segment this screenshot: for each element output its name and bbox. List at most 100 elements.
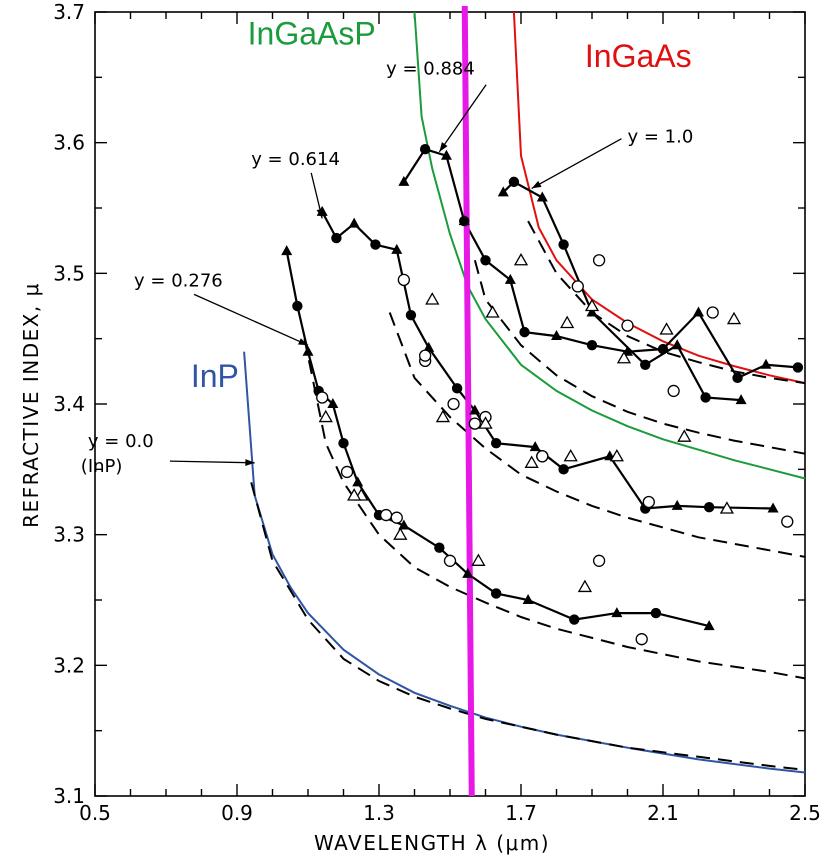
colored-label-ingaasp: InGaAsP [248,16,376,52]
data-point-filled-triangle [760,358,772,369]
data-point-filled-triangle [703,620,715,631]
data-point-open-circle [379,508,393,522]
data-point-open-triangle [393,527,408,540]
annotation-layer: y = 0.884 y = 1.0 y = 0.614 y = 0.276 y = 0.… [81,59,694,477]
annotation-arrow [193,293,309,346]
y-axis-ticks: 3.1 3.2 3.3 3.4 3.5 3.6 3.7 [53,0,805,808]
data-point-open-triangle [609,448,624,462]
data-line-y-1-0-data [502,180,742,402]
data-point-open-circle [781,515,794,528]
data-point-open-circle [621,319,634,332]
annotation-label: y = 0.0 [88,431,154,452]
data-point-open-triangle [726,311,742,325]
vertical-marker-line [461,5,475,797]
data-point-filled-circle [490,438,502,449]
x-tick-label: 0.5 [79,801,111,825]
annotation-arrow [531,138,622,189]
annotation-label: y = 0.614 [251,149,340,170]
y-tick-label: 3.7 [53,0,85,24]
curve-dashed-y-1-0 [527,220,806,385]
data-point-filled-triangle [327,398,339,408]
data-point-filled-circle [370,239,381,250]
annotation-arrowhead [439,142,448,152]
data-point-open-circle [635,633,648,646]
data-point-filled-circle [657,343,669,355]
x-axis-ticks: 0.5 0.9 1.3 1.7 2.1 2.5 [79,12,821,825]
annotation-label: y = 1.0 [628,127,694,148]
data-point-filled-circle [480,255,491,266]
data-point-filled-circle [650,607,662,619]
data-point-open-triangle [659,322,674,335]
data-point-filled-triangle [352,476,364,487]
data-point-open-circle [592,254,606,267]
data-point-open-triangle [513,252,529,266]
data-point-filled-circle [558,464,569,475]
curve-layer [243,5,806,797]
data-point-open-triangle [719,501,735,514]
annotation-arrowhead [245,459,255,467]
data-point-open-triangle [677,429,692,442]
data-point-filled-circle [338,438,349,449]
data-line-y-0-884-data [402,147,466,222]
annotation-label: y = 0.884 [386,59,475,80]
data-point-open-circle [468,417,482,430]
data-point-open-circle [397,273,411,287]
annotation-label: y = 0.276 [134,270,223,291]
curve-inp [243,351,806,774]
x-tick-label: 2.5 [789,801,821,825]
data-point-open-triangle [347,488,362,501]
data-point-filled-triangle [458,215,470,226]
data-point-open-circle [418,349,432,362]
data-point-filled-triangle [398,519,410,530]
data-point-open-triangle [471,553,486,566]
y-tick-label: 3.1 [53,784,85,808]
y-tick-label: 3.2 [53,653,85,677]
data-point-filled-triangle [671,339,683,350]
annotation-arrow [438,84,487,153]
data-point-open-circle [390,511,403,524]
data-point-open-triangle [425,292,440,305]
data-line-y-0-884-data-2 [463,220,798,380]
data-point-filled-triangle [398,175,410,186]
x-tick-label: 1.7 [505,801,537,825]
curve-dashed-y-0-884 [473,260,806,455]
data-point-open-circle [592,554,606,567]
data-point-filled-circle [419,144,431,155]
data-point-open-triangle [616,350,632,364]
data-point-open-triangle [435,409,451,423]
curve-dashed-y-0-0 [250,482,806,771]
data-point-filled-triangle [469,404,481,415]
data-point-filled-circle [508,176,520,188]
data-point-filled-circle [451,383,463,394]
y-tick-label: 3.6 [53,131,85,155]
data-point-filled-circle [490,588,502,599]
data-point-filled-triangle [735,394,747,405]
data-point-filled-circle [792,362,804,373]
data-point-filled-triangle [462,567,474,578]
data-point-open-triangle [318,409,333,423]
data-point-filled-circle [703,502,715,513]
data-point-open-circle [443,554,457,567]
data-point-filled-triangle [522,594,534,604]
data-point-filled-circle [640,359,651,370]
annotation-arrowhead [531,180,542,189]
data-point-open-triangle [524,455,539,468]
data-point-open-triangle [485,305,500,318]
data-point-filled-triangle [551,330,562,341]
data-point-open-circle [571,280,584,293]
data-point-open-circle [706,306,719,319]
data-point-filled-circle [569,614,580,625]
data-point-filled-circle [519,326,530,338]
data-point-open-triangle [563,448,578,462]
data-point-open-circle [316,391,329,404]
colored-label-ingaas: InGaAs [585,38,692,74]
curve-ingaasp [413,11,806,480]
data-point-filled-triangle [504,273,516,284]
curve-dashed-y-0-276 [303,338,806,680]
x-tick-label: 2.1 [647,801,679,825]
data-point-filled-triangle [693,306,704,317]
data-point-filled-circle [434,542,445,553]
y-tick-label: 3.4 [53,392,85,416]
data-point-filled-circle [732,372,743,384]
